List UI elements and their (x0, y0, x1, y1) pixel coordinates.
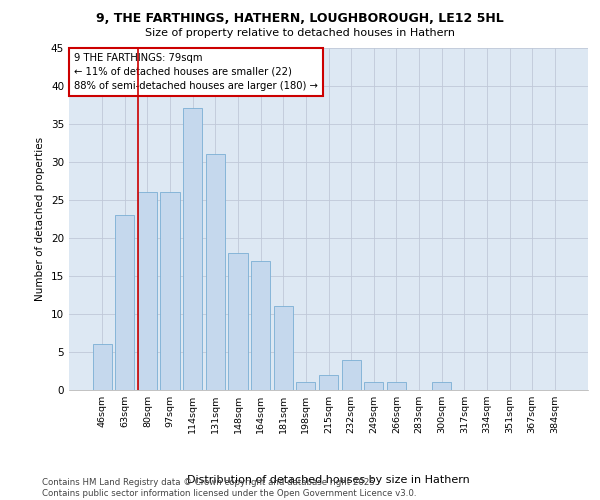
Bar (364, 382, 383, 390)
X-axis label: Distribution of detached houses by size in Hathern: Distribution of detached houses by size … (187, 475, 470, 485)
Bar (229, 253, 248, 390)
Bar (206, 154, 225, 390)
Bar (92, 344, 112, 390)
Text: 9 THE FARTHINGS: 79sqm
← 11% of detached houses are smaller (22)
88% of semi-det: 9 THE FARTHINGS: 79sqm ← 11% of detached… (74, 52, 318, 90)
Bar (251, 260, 270, 390)
Bar (296, 382, 316, 390)
Y-axis label: Number of detached properties: Number of detached properties (35, 136, 46, 301)
Bar (183, 108, 202, 390)
Bar (138, 192, 157, 390)
Text: 9, THE FARTHINGS, HATHERN, LOUGHBOROUGH, LE12 5HL: 9, THE FARTHINGS, HATHERN, LOUGHBOROUGH,… (96, 12, 504, 26)
Text: Contains HM Land Registry data © Crown copyright and database right 2025.
Contai: Contains HM Land Registry data © Crown c… (42, 478, 416, 498)
Bar (274, 306, 293, 390)
Text: Size of property relative to detached houses in Hathern: Size of property relative to detached ho… (145, 28, 455, 38)
Bar (115, 215, 134, 390)
Bar (341, 360, 361, 390)
Bar (319, 375, 338, 390)
Bar (160, 192, 180, 390)
Bar (387, 382, 406, 390)
Bar (432, 382, 451, 390)
